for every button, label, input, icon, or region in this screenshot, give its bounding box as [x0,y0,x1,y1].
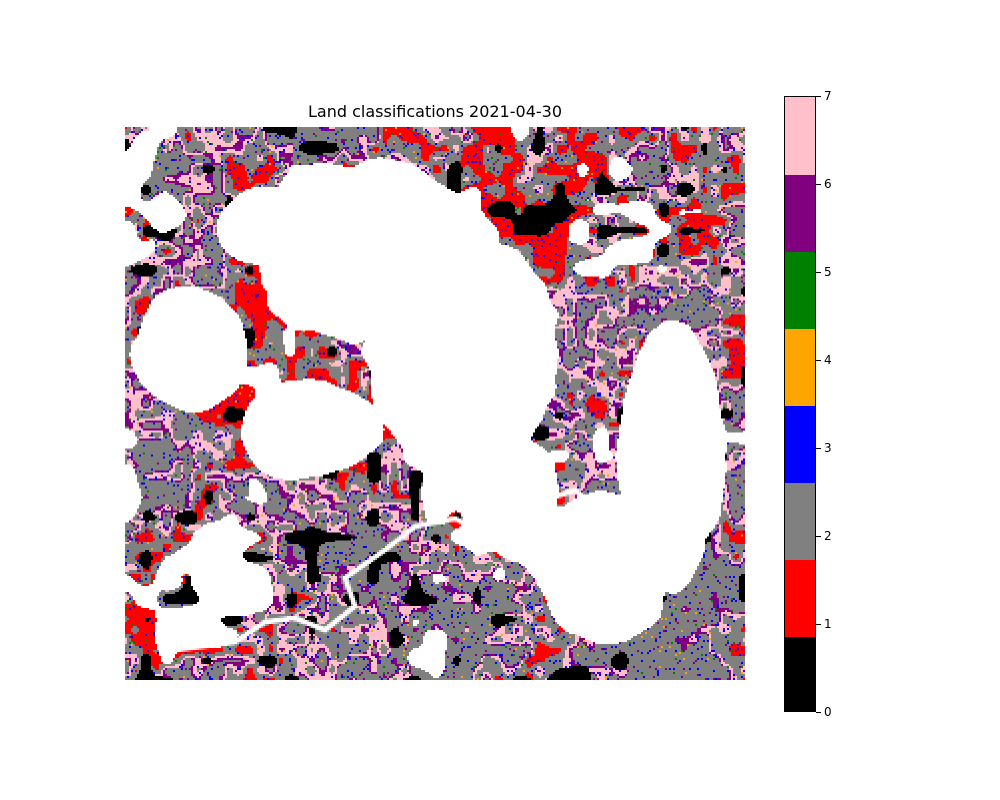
chart-title: Land classifications 2021-04-30 [308,102,562,121]
colorbar-tick-label-6: 6 [824,177,832,191]
colorbar-segment-3 [785,405,815,483]
colorbar-segment-0 [785,636,815,711]
land-classification-map [125,127,745,680]
colorbar-tick-label-2: 2 [824,529,832,543]
colorbar-segment-1 [785,559,815,637]
colorbar-tick-7 [816,96,821,97]
colorbar-tick-2 [816,536,821,537]
colorbar-tick-label-5: 5 [824,265,832,279]
colorbar-tick-label-0: 0 [824,705,832,719]
colorbar-segment-4 [785,328,815,406]
colorbar-tick-label-7: 7 [824,89,832,103]
colorbar-segment-6 [785,174,815,252]
colorbar-tick-1 [816,624,821,625]
colorbar-tick-label-1: 1 [824,617,832,631]
colorbar-tick-0 [816,712,821,713]
colorbar-tick-label-3: 3 [824,441,832,455]
colorbar-tick-6 [816,184,821,185]
colorbar-tick-label-4: 4 [824,353,832,367]
colorbar-segment-7 [785,97,815,175]
colorbar-segment-2 [785,482,815,560]
colorbar-segment-5 [785,251,815,329]
colorbar-tick-5 [816,272,821,273]
colorbar-tick-4 [816,360,821,361]
colorbar-tick-3 [816,448,821,449]
colorbar [784,96,816,712]
